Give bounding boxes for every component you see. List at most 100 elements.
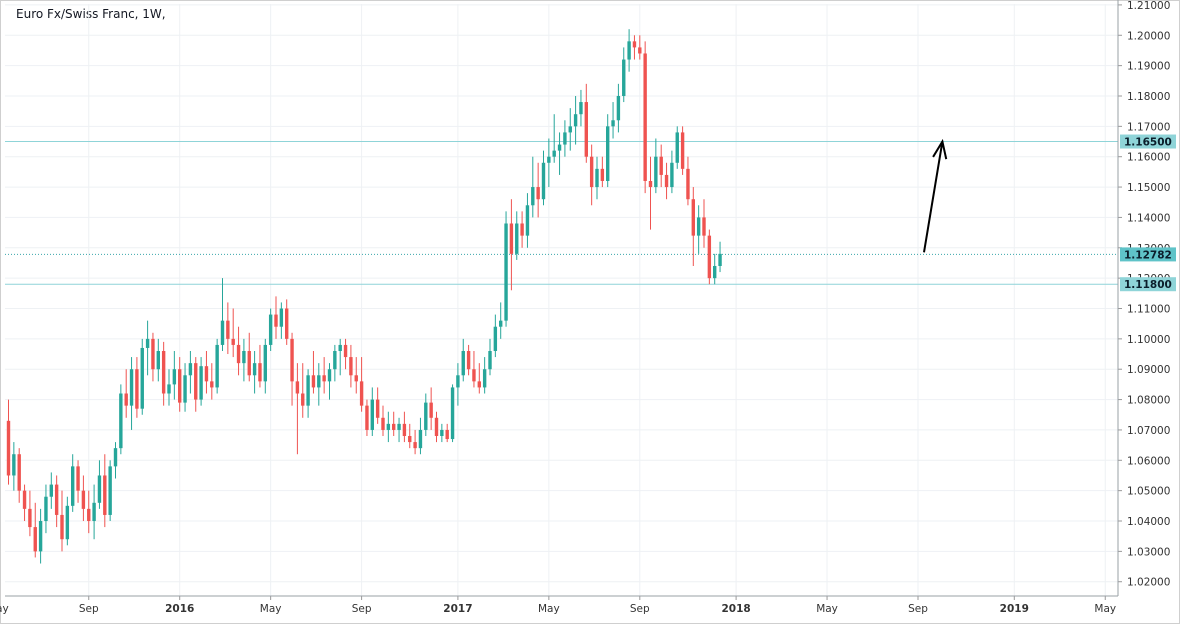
candle	[568, 108, 572, 151]
candle	[622, 47, 626, 103]
candle	[290, 332, 294, 406]
candle-body	[285, 308, 289, 339]
candle	[188, 351, 193, 394]
candle-body	[499, 320, 503, 327]
candle-body	[295, 381, 300, 394]
candle	[129, 357, 134, 430]
y-tick-label: 1.07000	[1127, 425, 1170, 437]
candle-body	[418, 429, 423, 449]
candle	[686, 156, 690, 206]
candle-body	[359, 381, 364, 406]
candle	[103, 454, 107, 528]
candle	[87, 490, 91, 534]
candle	[215, 338, 219, 394]
candle-body	[306, 375, 310, 406]
candle	[536, 162, 540, 218]
candle-body	[167, 384, 171, 394]
candle	[349, 344, 353, 388]
candle	[541, 150, 546, 206]
candle-body	[568, 126, 572, 133]
candle	[402, 411, 407, 443]
candle	[236, 326, 241, 376]
y-tick-label: 1.10000	[1127, 334, 1170, 346]
candle-body	[680, 132, 685, 169]
level-tag-bg	[1120, 134, 1176, 149]
candle	[691, 187, 695, 266]
chart-title: Euro Fx/Swiss Franc, 1W,	[16, 7, 166, 21]
y-tick-label: 1.19000	[1127, 61, 1170, 73]
candle	[600, 156, 605, 188]
candle-body	[600, 168, 605, 181]
candle-body	[17, 454, 21, 491]
candle	[375, 387, 380, 424]
candle	[488, 338, 492, 376]
candle	[482, 357, 487, 394]
candle	[279, 302, 284, 339]
candle	[595, 156, 599, 200]
candle	[220, 278, 225, 352]
candle-body	[188, 363, 193, 376]
candle	[525, 193, 530, 248]
candle	[707, 229, 712, 285]
candle-body	[686, 168, 690, 200]
candle	[504, 211, 508, 327]
candle-body	[525, 205, 530, 236]
candle-body	[434, 417, 439, 437]
y-tick-labels: 1.02000 1.03000 1.04000 1.05000 1.06000 1.070…	[1127, 0, 1170, 589]
candle-body	[595, 168, 599, 188]
candle	[231, 308, 235, 358]
y-tick-label: 1.11000	[1127, 304, 1170, 316]
candle-body	[670, 162, 674, 188]
x-tick-label: Sep	[79, 603, 99, 615]
candle-body	[381, 417, 385, 430]
candle	[579, 89, 583, 127]
candle	[718, 241, 722, 273]
current-price-tag: 1.12782	[1120, 247, 1176, 262]
candle-body	[145, 338, 150, 348]
candle-body	[638, 47, 642, 54]
candle-body	[220, 320, 225, 345]
candle	[295, 363, 300, 455]
candle	[49, 472, 53, 509]
candle	[113, 442, 118, 479]
candle-body	[333, 351, 337, 370]
candle	[135, 357, 139, 418]
candle	[552, 114, 556, 163]
candle-body	[482, 369, 487, 388]
candle-body	[718, 253, 722, 266]
y-tick-label: 1.17000	[1127, 121, 1170, 133]
candle-body	[194, 363, 198, 400]
candle	[515, 211, 519, 260]
candle-body	[124, 393, 128, 406]
y-tick-label: 1.06000	[1127, 455, 1170, 467]
candle-body	[71, 466, 75, 506]
x-tick-label: May	[260, 603, 282, 615]
candle	[161, 341, 166, 406]
candle-body	[488, 351, 492, 370]
candle	[258, 344, 262, 388]
candle-body	[450, 387, 455, 440]
candle	[429, 387, 433, 430]
candle-body	[445, 429, 449, 440]
candle	[450, 384, 455, 443]
candle-body	[664, 174, 669, 188]
candle	[204, 351, 209, 394]
candle	[311, 351, 316, 394]
candle-body	[215, 344, 219, 388]
candle-body	[301, 393, 305, 406]
candle-body	[349, 357, 353, 376]
x-tick-label: May	[538, 603, 560, 615]
axes: 1.02000 1.03000 1.04000 1.05000 1.06000 1.070…	[0, 0, 1170, 615]
candle	[365, 399, 369, 437]
candle	[60, 490, 64, 552]
candle-body	[343, 344, 348, 358]
candle-body	[263, 344, 267, 382]
y-tick-label: 1.02000	[1127, 577, 1170, 589]
candle	[285, 299, 289, 345]
candle	[573, 95, 578, 145]
candle	[466, 344, 471, 376]
x-tick-label: 2019	[1000, 603, 1029, 615]
candle	[97, 460, 102, 509]
